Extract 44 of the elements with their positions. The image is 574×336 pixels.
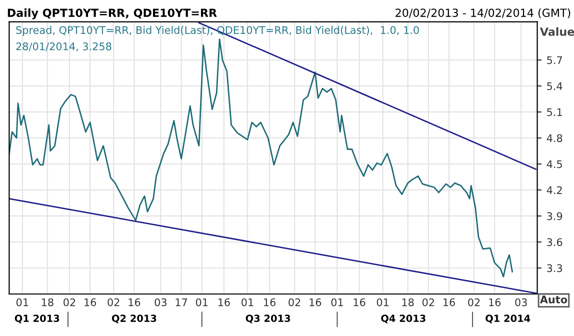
y-tick-label: 4.2 — [546, 186, 562, 194]
x2-tick-label: Q4 2013 — [381, 314, 426, 324]
text: Auto — [540, 296, 568, 304]
y-tick-label: 5.4 — [547, 82, 562, 90]
y-tick-label: 5.7 — [547, 56, 562, 64]
y-tick-label: 3.6 — [547, 238, 562, 246]
x-tick-label: 02 — [288, 298, 300, 306]
x-tick-label: 02 — [64, 298, 76, 306]
y-tick-label: 4.5 — [546, 160, 562, 168]
x2-tick-label: Q3 2013 — [246, 314, 290, 324]
x2-tick-label: Q1 2014 — [486, 314, 530, 324]
x-tick-label: 01 — [331, 298, 343, 306]
x-tick-label: 01 — [376, 298, 388, 306]
x-tick-label: 01 — [242, 298, 254, 306]
x-tick-label: 16 — [354, 298, 366, 306]
y-tick-label: 3.3 — [547, 264, 562, 272]
y-tick-label: 5.1 — [547, 108, 562, 116]
annotation: Spread, QPT10YT=RR, Bid Yield(Last), QDE10YT=RR, Bid Yield(Last), 1.0, 1.0 — [16, 26, 419, 36]
y-tick-label: 3.9 — [547, 212, 562, 220]
x-tick-label: 16 — [128, 298, 140, 306]
x-tick-label: 16 — [264, 298, 276, 306]
x-tick-label: 16 — [218, 298, 230, 306]
x-tick-label: 03 — [154, 298, 166, 306]
x-tick-label: 01 — [196, 298, 208, 306]
chart-subtitle: 20/02/2013 - 14/02/2014 (GMT) — [396, 8, 570, 18]
x2-tick-label: Q1 2013 — [14, 314, 60, 324]
x-tick-label: 16 — [310, 298, 322, 306]
x-tick-label: 16 — [444, 298, 455, 306]
x-tick-label: 03 — [515, 298, 527, 306]
x-tick-label: 17 — [176, 298, 188, 306]
y-axis-title: Value — [540, 27, 574, 36]
x-tick-label: 16 — [84, 298, 96, 306]
annotation: 28/01/2014, 3.258 — [16, 42, 112, 52]
x-tick-label: 02 — [422, 298, 434, 306]
x-tick-label: 01 — [16, 298, 28, 306]
x2-tick-label: Q2 2013 — [112, 314, 156, 324]
x-tick-label: 02 — [108, 298, 120, 306]
x-tick-label: 16 — [489, 298, 501, 306]
y-tick-label: 4.8 — [546, 134, 562, 142]
chart-title: Daily QPT10YT=RR, QDE10YT=RR — [8, 8, 217, 20]
x-tick-label: 18 — [42, 298, 54, 306]
x-tick-label: 02 — [468, 298, 480, 306]
x-tick-label: 18 — [402, 298, 414, 306]
line-series — [9, 38, 513, 278]
